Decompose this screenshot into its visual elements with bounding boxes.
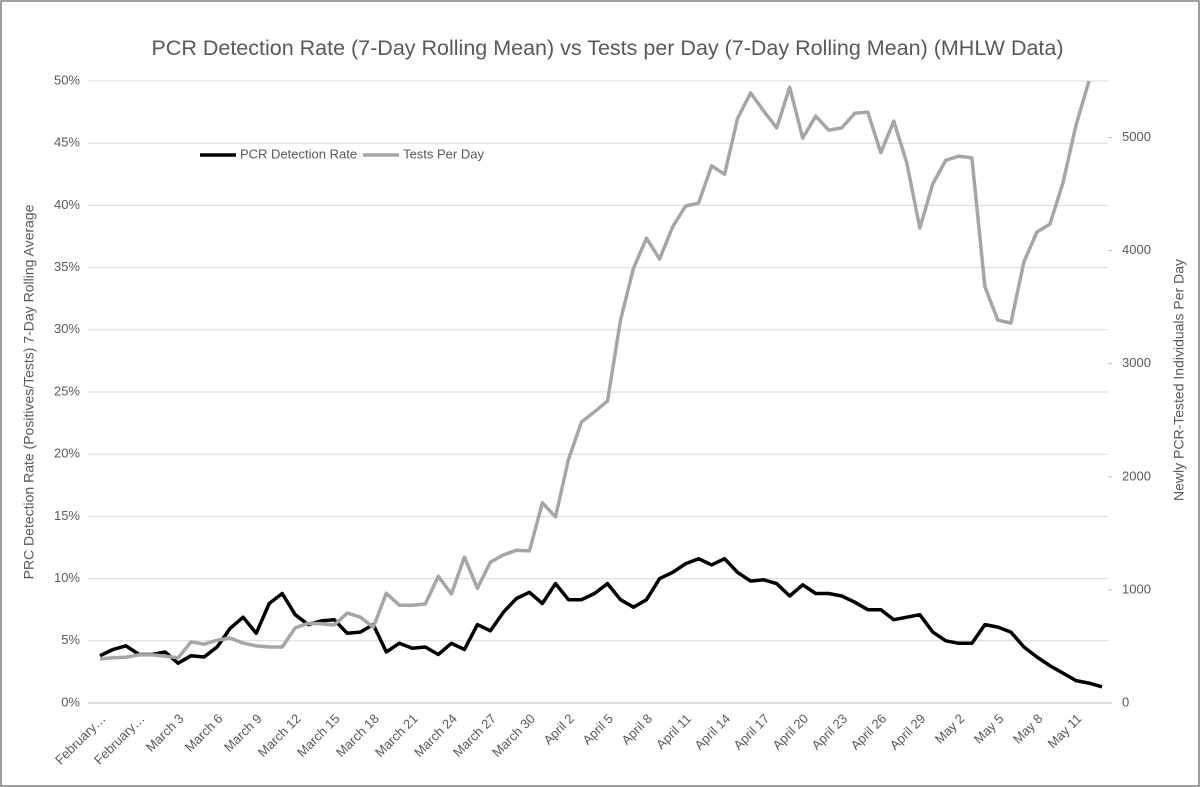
y2-tick-label: 2000 xyxy=(1122,468,1151,483)
x-tick-label: April 29 xyxy=(887,711,929,753)
y-axis-title: PRC Detection Rate (Positives/Tests) 7-D… xyxy=(21,204,37,579)
y2-tick-label: 0 xyxy=(1122,694,1129,709)
y-tick-label: 50% xyxy=(54,72,80,87)
legend-label: Tests Per Day xyxy=(403,146,484,161)
y2-tick-label: 1000 xyxy=(1122,581,1151,596)
series-line xyxy=(99,80,1091,661)
y-tick-label: 5% xyxy=(61,632,80,647)
y-tick-label: 40% xyxy=(54,197,80,212)
y-tick-label: 10% xyxy=(54,570,80,585)
y2-tick-label: 4000 xyxy=(1122,242,1151,257)
x-tick-label: March 30 xyxy=(489,711,538,760)
x-tick-label: May 8 xyxy=(1010,711,1046,747)
x-tick-label: April 17 xyxy=(730,711,772,753)
x-tick-label: April 14 xyxy=(691,711,733,753)
y-tick-label: 0% xyxy=(61,694,80,709)
x-tick-label: April 11 xyxy=(653,711,694,752)
x-tick-label: April 20 xyxy=(769,711,811,753)
chart-title: PCR Detection Rate (7-Day Rolling Mean) … xyxy=(151,36,1064,60)
x-tick-label: May 2 xyxy=(932,711,968,747)
y-tick-label: 15% xyxy=(54,508,80,523)
series-line xyxy=(99,556,1103,689)
y-tick-label: 45% xyxy=(54,135,80,150)
y-tick-label: 20% xyxy=(54,446,80,461)
y2-axis-title: Newly PCR-Tested Individuals Per Day xyxy=(1171,259,1187,501)
y-tick-label: 25% xyxy=(54,383,80,398)
x-tick-label: March 6 xyxy=(182,711,226,755)
y2-tick-label: 3000 xyxy=(1122,355,1151,370)
y-tick-label: 30% xyxy=(54,321,80,336)
y-tick-label: 35% xyxy=(54,259,80,274)
legend-label: PCR Detection Rate xyxy=(240,146,357,161)
x-tick-label: April 2 xyxy=(540,711,577,748)
x-tick-label: May 5 xyxy=(971,711,1007,747)
x-tick-label: May 11 xyxy=(1044,711,1084,751)
x-tick-label: April 26 xyxy=(848,711,890,753)
y2-tick-label: 5000 xyxy=(1122,129,1151,144)
x-tick-label: April 8 xyxy=(618,711,655,748)
x-tick-label: April 23 xyxy=(809,711,851,753)
x-tick-label: April 5 xyxy=(579,711,616,748)
x-tick-label: March 3 xyxy=(143,711,187,755)
